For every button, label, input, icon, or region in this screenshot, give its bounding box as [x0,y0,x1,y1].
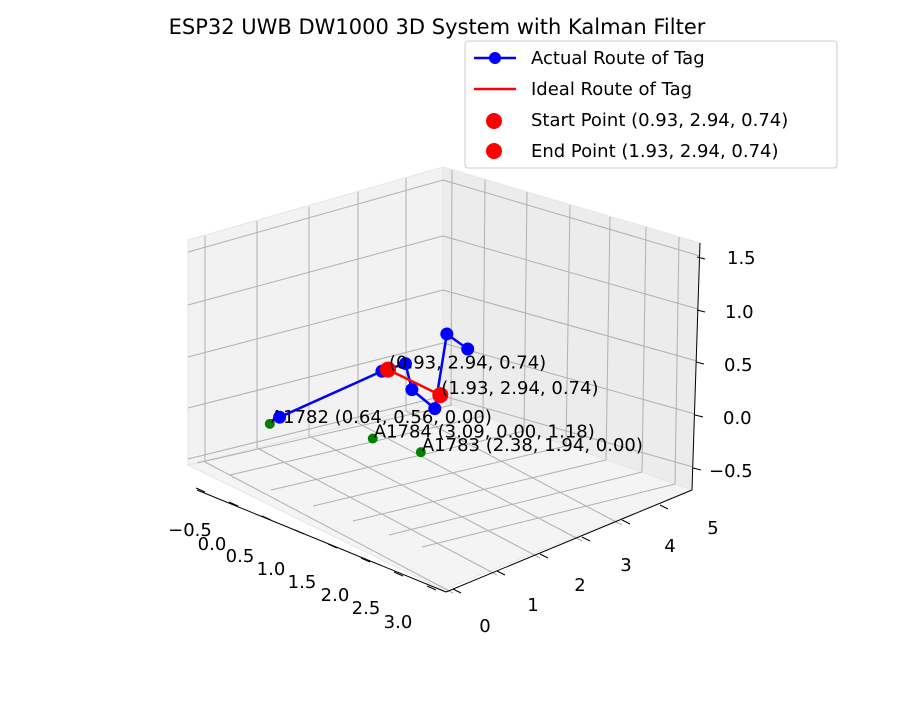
axis-ticks [195,256,706,594]
legend-entry-ideal-route: Ideal Route of Tag [474,79,692,100]
x-tick-label: 2.5 [352,598,381,619]
end-point-label: (1.93, 2.94, 0.74) [441,378,598,399]
plot-data: A1782 (0.64, 0.56, 0.00)A1783 (2.38, 1.9… [264,327,643,458]
x-tick-label: 0.5 [226,546,255,567]
x-tick-label: 1.5 [288,572,317,593]
anchor-point [367,433,378,444]
legend-entry-end-point: End Point (1.93, 2.94, 0.74) [486,141,779,162]
y-tick-label: 1 [527,595,538,616]
anchor-label: A1783 (2.38, 1.94, 0.00) [422,435,643,456]
end-point-marker [432,387,449,404]
actual-route-point [273,410,287,424]
anchor-point [264,418,275,429]
legend: Actual Route of Tag Ideal Route of Tag S… [464,40,838,169]
y-tick-label: 0 [479,616,490,637]
anchor-label: A1784 (3.09, 0.00, 1.18) [374,422,595,443]
x-tick-label: −0.5 [168,520,212,541]
actual-route-point [398,357,412,371]
y-tick-label: 5 [707,518,718,539]
x-tick-label: 1.0 [257,559,286,580]
z-tick-label: 0.5 [724,355,753,376]
legend-label: End Point (1.93, 2.94, 0.74) [531,141,779,162]
z-tick-label: −0.5 [709,461,753,482]
y-tick-label: 3 [620,555,631,576]
legend-marker [486,143,502,159]
x-tick-label: 3.0 [384,612,413,633]
x-tick-label: 2.0 [321,585,350,606]
z-tick-labels: −0.5 0.0 0.5 1.0 1.5 [709,248,756,482]
chart-title: ESP32 UWB DW1000 3D System with Kalman F… [169,15,706,39]
legend-entry-start-point: Start Point (0.93, 2.94, 0.74) [486,110,788,131]
y-tick-label: 4 [664,536,675,557]
z-tick-label: 1.5 [727,248,756,269]
x-tick-label: 0.0 [198,534,227,555]
grid-lines [187,169,701,594]
anchor-point [415,447,426,458]
actual-route-point [461,342,475,356]
y-tick-label: 2 [574,575,585,596]
legend-entry-actual-route: Actual Route of Tag [474,48,705,69]
z-tick-label: 1.0 [725,302,754,323]
legend-marker [489,52,501,64]
actual-route-point [428,402,442,416]
ideal-route-line [387,368,441,397]
z-tick-label: 0.0 [723,408,752,429]
legend-label: Ideal Route of Tag [531,79,692,100]
legend-label: Actual Route of Tag [531,48,705,69]
legend-marker [486,113,502,129]
actual-route-point [405,383,419,397]
x-tick-labels: −0.5 0.0 0.5 1.0 1.5 2.0 2.5 3.0 [168,520,412,633]
legend-label: Start Point (0.93, 2.94, 0.74) [531,110,788,131]
axis-lines [196,242,701,593]
actual-route-point [440,327,454,341]
start-point-label: (0.93, 2.94, 0.74) [389,353,546,374]
start-point-marker [380,361,397,378]
y-tick-labels: 0 1 2 3 4 5 [479,518,718,637]
legend-box [464,40,838,169]
